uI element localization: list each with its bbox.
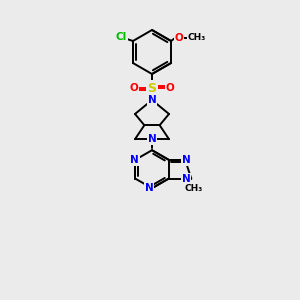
Text: O: O — [130, 83, 138, 93]
Text: O: O — [166, 83, 174, 93]
Text: Cl: Cl — [115, 32, 127, 42]
Text: CH₃: CH₃ — [185, 184, 203, 193]
Text: N: N — [145, 183, 153, 193]
Text: N: N — [182, 155, 190, 165]
Text: O: O — [175, 33, 183, 43]
Text: N: N — [148, 134, 156, 144]
Text: N: N — [148, 95, 156, 105]
Text: S: S — [148, 82, 157, 94]
Text: N: N — [182, 174, 190, 184]
Text: N: N — [130, 155, 139, 165]
Text: CH₃: CH₃ — [188, 34, 206, 43]
